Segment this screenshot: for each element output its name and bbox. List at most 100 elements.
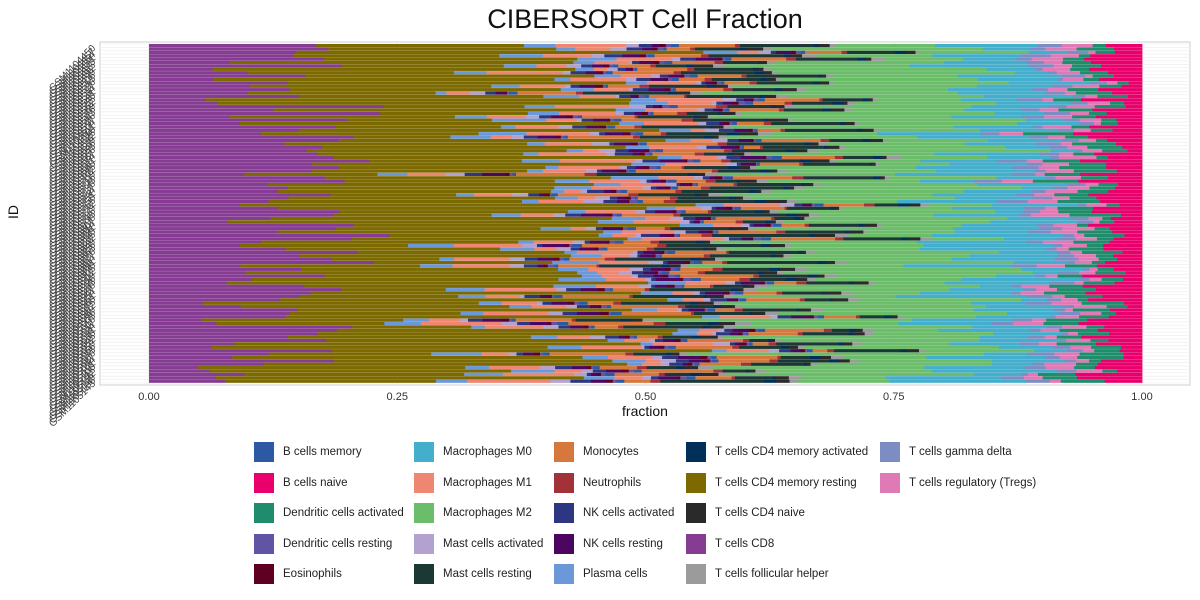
bar-segment-b-cells-memory xyxy=(610,311,623,316)
bar-segment-mast-cells-activated xyxy=(723,237,730,241)
bar-segment-b-cells-naive xyxy=(1108,189,1143,193)
bar-segment-neutrophils xyxy=(722,260,728,265)
bar-segment-mast-cells-activated xyxy=(717,328,725,332)
bar-segment-t-cells-follicular-helper xyxy=(795,267,808,271)
bar-segment-b-cells-naive xyxy=(1104,379,1143,383)
bar-segment-mast-cells-activated xyxy=(677,308,683,312)
bar-segment-t-cells-cd4-memory-resting xyxy=(347,118,493,122)
bar-segment-t-cells-gamma-delta xyxy=(1035,67,1043,71)
bar-segment-macrophages-m0 xyxy=(936,169,1036,173)
bar-segment-t-cells-regulatory-tregs- xyxy=(1061,227,1095,231)
bar-segment-nk-cells-activated xyxy=(570,247,580,251)
legend-label: Dendritic cells resting xyxy=(283,538,393,550)
bar-segment-t-cells-gamma-delta xyxy=(1019,213,1031,217)
bar-segment-macrophages-m1 xyxy=(559,111,617,116)
bar-segment-macrophages-m0 xyxy=(960,98,1019,102)
bar-segment-b-cells-naive xyxy=(1096,196,1143,200)
bar-segment-dendritic-cells-resting xyxy=(680,376,688,380)
bar-segment-b-cells-naive xyxy=(1121,213,1143,217)
bar-segment-dendritic-cells-activated xyxy=(1069,162,1107,166)
bar-segment-t-cells-regulatory-tregs- xyxy=(1044,206,1058,210)
bar-segment-t-cells-regulatory-tregs- xyxy=(1052,294,1066,299)
bar-segment-t-cells-regulatory-tregs- xyxy=(1044,362,1077,366)
bar-segment-dendritic-cells-resting xyxy=(676,210,683,214)
bar-segment-mast-cells-activated xyxy=(648,260,664,265)
bar-segment-t-cells-cd8 xyxy=(149,271,246,275)
bar-segment-t-cells-cd4-memory-resting xyxy=(288,196,556,200)
bar-segment-b-cells-memory xyxy=(708,308,716,312)
bar-segment-t-cells-follicular-helper xyxy=(813,182,822,187)
bar-segment-monocytes xyxy=(748,332,799,336)
bar-segment-eosinophils xyxy=(619,169,627,173)
bar-segment-mast-cells-activated xyxy=(649,338,656,343)
bar-segment-mast-cells-resting xyxy=(803,162,871,166)
bar-segment-mast-cells-resting xyxy=(646,366,678,370)
bar-segment-mast-cells-resting xyxy=(829,138,863,143)
y-axis-label: ID xyxy=(5,205,21,219)
bar-segment-eosinophils xyxy=(736,298,739,302)
bar-segment-t-cells-cd4-memory-resting xyxy=(239,203,697,207)
bar-segment-nk-cells-resting xyxy=(571,366,587,370)
bar-segment-nk-cells-activated xyxy=(605,335,620,339)
bar-segment-dendritic-cells-resting xyxy=(722,108,726,112)
bar-segment-macrophages-m2 xyxy=(726,372,975,377)
bar-segment-mast-cells-activated xyxy=(556,247,572,251)
bar-segment-nk-cells-resting xyxy=(680,182,691,187)
bar-segment-macrophages-m2 xyxy=(818,149,1052,153)
bar-segment-t-cells-follicular-helper xyxy=(805,250,816,255)
bar-segment-nk-cells-resting xyxy=(695,57,719,61)
bar-segment-macrophages-m1 xyxy=(656,98,724,102)
bar-segment-mast-cells-resting xyxy=(771,121,841,126)
bar-segment-t-cells-cd4-naive xyxy=(825,260,836,265)
bar-segment-t-cells-regulatory-tregs- xyxy=(1070,250,1083,255)
bar-segment-t-cells-cd8 xyxy=(149,206,279,210)
bar-segment-t-cells-cd4-memory-resting xyxy=(267,182,595,187)
bar-segment-nk-cells-activated xyxy=(468,318,483,322)
bar-segment-t-cells-follicular-helper xyxy=(862,328,875,332)
bar-segment-t-cells-regulatory-tregs- xyxy=(1074,281,1084,285)
bar-segment-macrophages-m0 xyxy=(924,366,1026,370)
bar-segment-macrophages-m0 xyxy=(995,210,1025,214)
bar-segment-neutrophils xyxy=(694,152,705,156)
legend-label: Mast cells resting xyxy=(443,568,532,580)
legend-item: T cells CD4 memory resting xyxy=(686,472,857,494)
bar-segment-macrophages-m2 xyxy=(878,128,981,132)
bar-segment-nk-cells-resting xyxy=(649,345,661,349)
bar-segment-dendritic-cells-resting xyxy=(716,81,722,85)
bar-segment-t-cells-follicular-helper xyxy=(786,199,798,204)
bar-segment-dendritic-cells-activated xyxy=(1058,210,1093,214)
bar-segment-monocytes xyxy=(641,369,714,373)
bar-segment-macrophages-m0 xyxy=(923,244,1054,248)
bar-segment-macrophages-m1 xyxy=(681,155,718,160)
bar-segment-t-cells-cd4-naive xyxy=(752,311,766,316)
bar-segment-macrophages-m0 xyxy=(980,284,1012,288)
bar-segment-nk-cells-resting xyxy=(482,172,506,177)
bar-segment-t-cells-gamma-delta xyxy=(1023,206,1046,210)
bar-segment-mast-cells-resting xyxy=(727,260,818,265)
bar-segment-dendritic-cells-resting xyxy=(752,128,756,132)
bar-segment-dendritic-cells-resting xyxy=(710,359,713,363)
bar-segment-t-cells-follicular-helper xyxy=(798,345,806,349)
bar-segment-t-cells-cd4-memory-resting xyxy=(273,108,617,112)
bar-segment-neutrophils xyxy=(804,223,810,227)
bar-segment-nk-cells-resting xyxy=(592,64,604,68)
bar-segment-nk-cells-activated xyxy=(524,294,541,299)
bar-segment-nk-cells-activated xyxy=(735,281,742,285)
legend: B cells memory B cells naive Dendritic cel… xyxy=(254,441,1154,591)
bar-segment-t-cells-cd8 xyxy=(149,301,204,305)
bar-segment-t-cells-follicular-helper xyxy=(708,193,723,197)
bar-segment-b-cells-memory xyxy=(554,264,559,268)
bar-segment-nk-cells-activated xyxy=(597,169,603,173)
bar-segment-t-cells-cd8 xyxy=(149,260,375,265)
bar-segment-neutrophils xyxy=(584,172,598,177)
bar-segment-nk-cells-activated xyxy=(645,210,656,214)
bar-segment-dendritic-cells-activated xyxy=(1049,284,1084,288)
bar-segment-t-cells-regulatory-tregs- xyxy=(1031,318,1047,322)
bar-segment-eosinophils xyxy=(740,342,748,346)
bar-segment-t-cells-follicular-helper xyxy=(824,274,838,278)
bar-segment-b-cells-memory xyxy=(725,108,730,112)
bar-segment-nk-cells-resting xyxy=(586,125,601,129)
bar-segment-macrophages-m2 xyxy=(835,159,921,163)
bar-segment-t-cells-cd8 xyxy=(149,352,270,356)
bar-segment-nk-cells-resting xyxy=(523,352,535,356)
